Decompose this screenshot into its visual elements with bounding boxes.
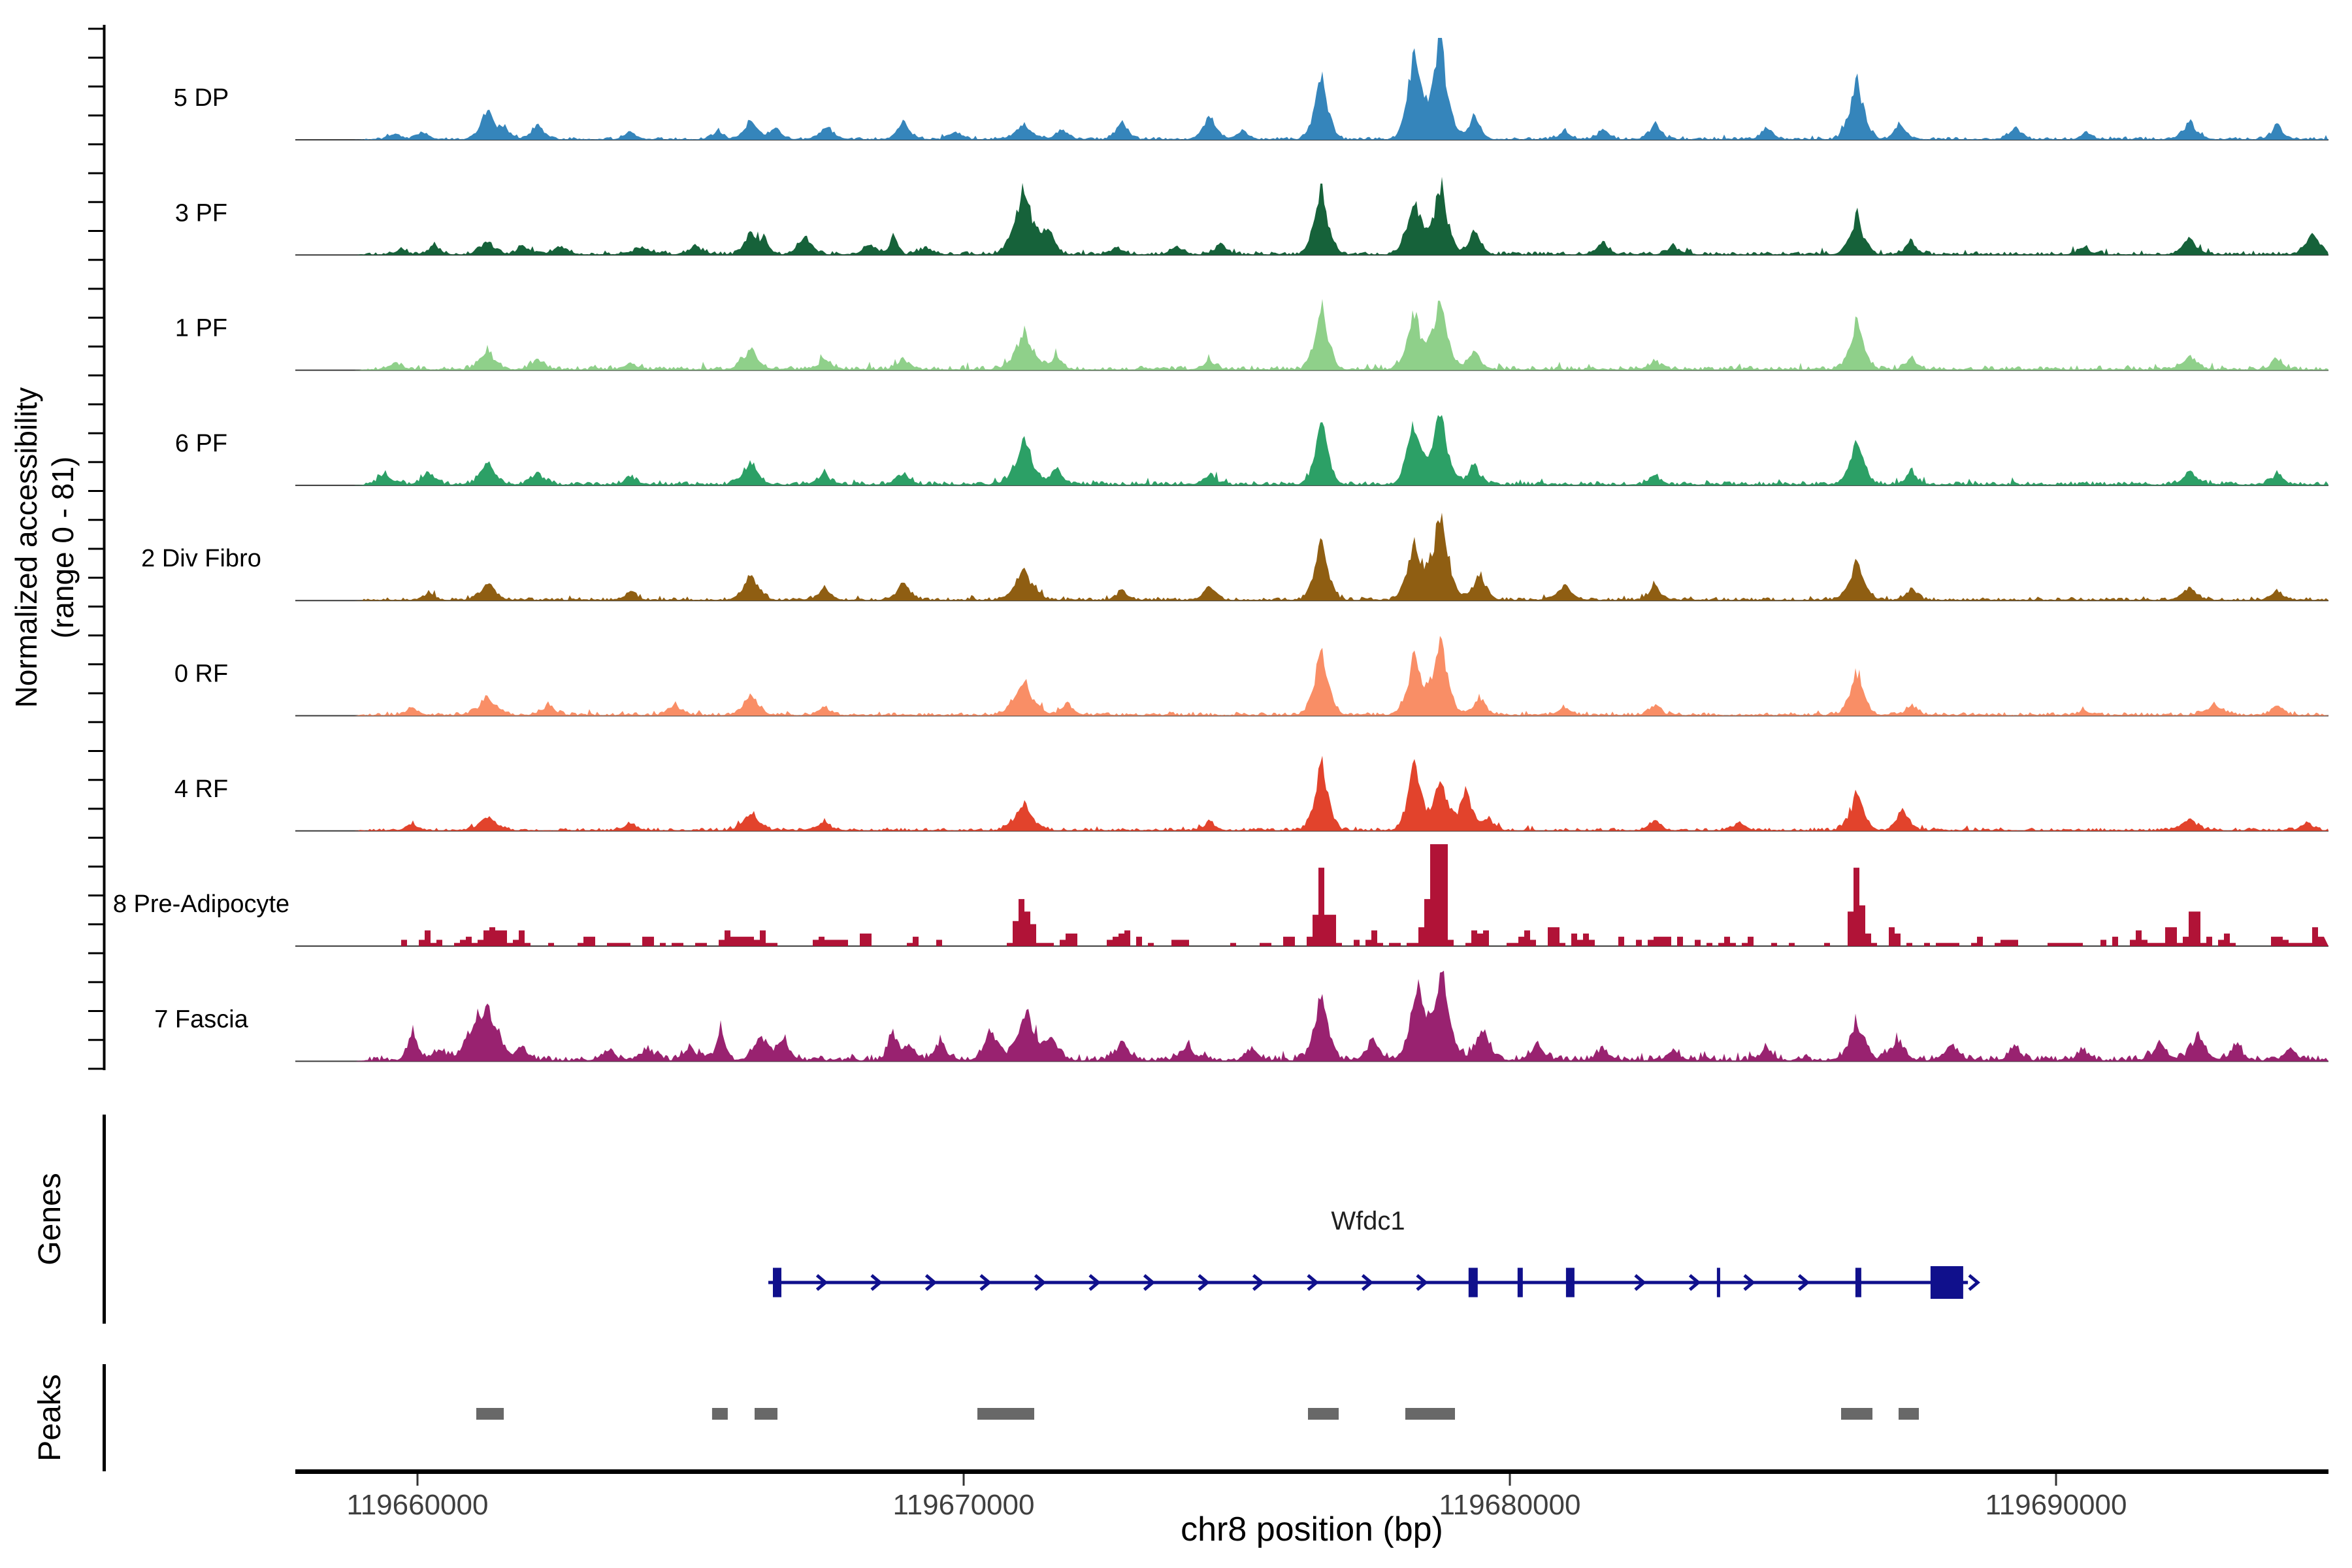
coverage-signal-4-rf — [295, 755, 2328, 831]
coverage-signal-0-rf — [295, 636, 2328, 716]
genes-section-label: Genes — [33, 1173, 67, 1265]
coverage-signal-3-pf — [295, 176, 2328, 255]
coverage-track-row: 3 PF — [175, 176, 2328, 256]
track-label: 6 PF — [175, 430, 227, 457]
strand-arrow-icon — [1198, 1274, 1210, 1291]
y-axis — [88, 25, 106, 1070]
x-axis-tick-label: 119670000 — [893, 1489, 1035, 1521]
x-axis: 119660000 119670000 119680000 119690000 — [295, 1469, 2328, 1521]
peak-interval-box — [1841, 1408, 1872, 1420]
coverage-track-row: 5 DP — [174, 38, 2328, 140]
peak-interval-box — [711, 1408, 728, 1420]
gene-exon — [1517, 1267, 1523, 1298]
coverage-track-row: 8 Pre-Adipocyte — [113, 844, 2328, 947]
x-axis-line — [295, 1469, 2328, 1474]
peaks-section-label: Peaks — [33, 1374, 67, 1461]
coverage-signal-5-dp — [295, 38, 2328, 140]
gene-exon — [1716, 1267, 1720, 1298]
strand-arrow-icon — [870, 1274, 883, 1291]
strand-arrow-icon — [979, 1274, 992, 1291]
strand-arrow-icon — [1634, 1274, 1646, 1291]
track-label: 5 DP — [174, 84, 229, 112]
strand-arrow-icon — [1361, 1274, 1374, 1291]
coverage-track-row: 1 PF — [175, 299, 2328, 371]
strand-arrow-icon — [1743, 1274, 1756, 1291]
peak-interval-box — [1308, 1408, 1339, 1420]
track-label: 4 RF — [174, 776, 228, 803]
peak-interval-box — [977, 1408, 1034, 1420]
strand-arrow-icon — [1034, 1274, 1047, 1291]
peak-interval-box — [1899, 1408, 1919, 1420]
gene-exon — [773, 1267, 781, 1298]
strand-arrow-icon — [1688, 1274, 1701, 1291]
x-axis-tick-label: 119690000 — [1985, 1489, 2127, 1521]
coverage-signal-6-pf — [295, 415, 2328, 485]
gene-exon — [1855, 1267, 1861, 1298]
strand-arrow-icon — [924, 1274, 938, 1291]
x-axis-title: chr8 position (bp) — [1181, 1511, 1443, 1548]
coverage-signal-8-pre-adipocyte — [295, 844, 2328, 947]
coverage-track-row: 4 RF — [174, 755, 2328, 832]
track-label: 1 PF — [175, 315, 227, 342]
coverage-track-row: 6 PF — [175, 415, 2328, 486]
coverage-track-row: 0 RF — [174, 636, 2328, 717]
peak-intervals-group — [476, 1408, 1919, 1420]
track-label: 7 Fascia — [154, 1005, 248, 1033]
coverage-signal-1-pf — [295, 299, 2328, 370]
peak-interval-box — [476, 1408, 504, 1420]
gene-exon — [1468, 1267, 1478, 1298]
coverage-tracks-group: 5 DP 3 PF 1 PF 6 PF 2 Div Fibro 0 RF 4 RF 8 Pre… — [113, 38, 2328, 1062]
coverage-track-row: 2 Div Fibro — [141, 512, 2328, 602]
strand-arrow-icon — [1968, 1274, 1980, 1291]
gene-model-group — [768, 1266, 1980, 1299]
coverage-signal-2-div-fibro — [295, 512, 2328, 601]
track-label: 8 Pre-Adipocyte — [113, 890, 289, 918]
coverage-signal-7-fascia — [295, 970, 2328, 1062]
track-label: 2 Div Fibro — [141, 545, 261, 572]
gene-exon — [1565, 1267, 1575, 1298]
strand-arrow-icon — [815, 1274, 828, 1291]
x-axis-tick-label: 119680000 — [1439, 1489, 1581, 1521]
y-axis-label-line2: (range 0 - 81) — [46, 457, 80, 639]
x-axis-tick-label: 119660000 — [347, 1489, 489, 1521]
y-axis-label-line1: Normalized accessibility — [9, 387, 43, 708]
strand-arrow-icon — [1088, 1274, 1101, 1291]
strand-arrow-icon — [1416, 1274, 1428, 1291]
strand-arrow-icon — [1797, 1274, 1810, 1291]
strand-arrow-icon — [1252, 1274, 1265, 1291]
coverage-track-row: 7 Fascia — [154, 970, 2328, 1062]
track-label: 3 PF — [175, 199, 227, 227]
strand-arrow-icon — [1307, 1274, 1319, 1291]
gene-name-label: Wfdc1 — [1331, 1207, 1405, 1235]
gene-exon — [1930, 1266, 1963, 1299]
track-label: 0 RF — [174, 661, 228, 688]
peak-interval-box — [1405, 1408, 1455, 1420]
strand-arrow-icon — [1143, 1274, 1156, 1291]
peak-interval-box — [755, 1408, 777, 1420]
